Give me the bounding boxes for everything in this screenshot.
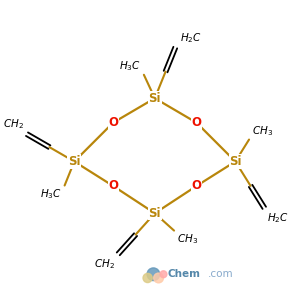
Text: .com: .com: [208, 269, 234, 279]
Circle shape: [143, 273, 152, 283]
Text: O: O: [108, 116, 118, 129]
Text: Si: Si: [229, 155, 242, 168]
Circle shape: [160, 271, 167, 278]
Text: $H_2C$: $H_2C$: [267, 211, 289, 224]
Text: O: O: [191, 179, 202, 192]
Text: $CH_3$: $CH_3$: [252, 124, 273, 138]
Text: Chem: Chem: [168, 269, 201, 279]
Circle shape: [154, 273, 164, 283]
Text: $H_2C$: $H_2C$: [180, 31, 202, 45]
Text: $H_3C$: $H_3C$: [119, 59, 141, 73]
Text: Si: Si: [148, 92, 161, 105]
Text: $CH_3$: $CH_3$: [177, 232, 198, 246]
Text: Si: Si: [148, 207, 161, 220]
Text: O: O: [108, 179, 118, 192]
Circle shape: [147, 268, 160, 280]
Text: $CH_2$: $CH_2$: [3, 118, 24, 131]
Text: O: O: [191, 116, 202, 129]
Text: $CH_2$: $CH_2$: [94, 257, 116, 271]
Text: Si: Si: [68, 155, 80, 168]
Text: $H_3C$: $H_3C$: [40, 187, 62, 201]
